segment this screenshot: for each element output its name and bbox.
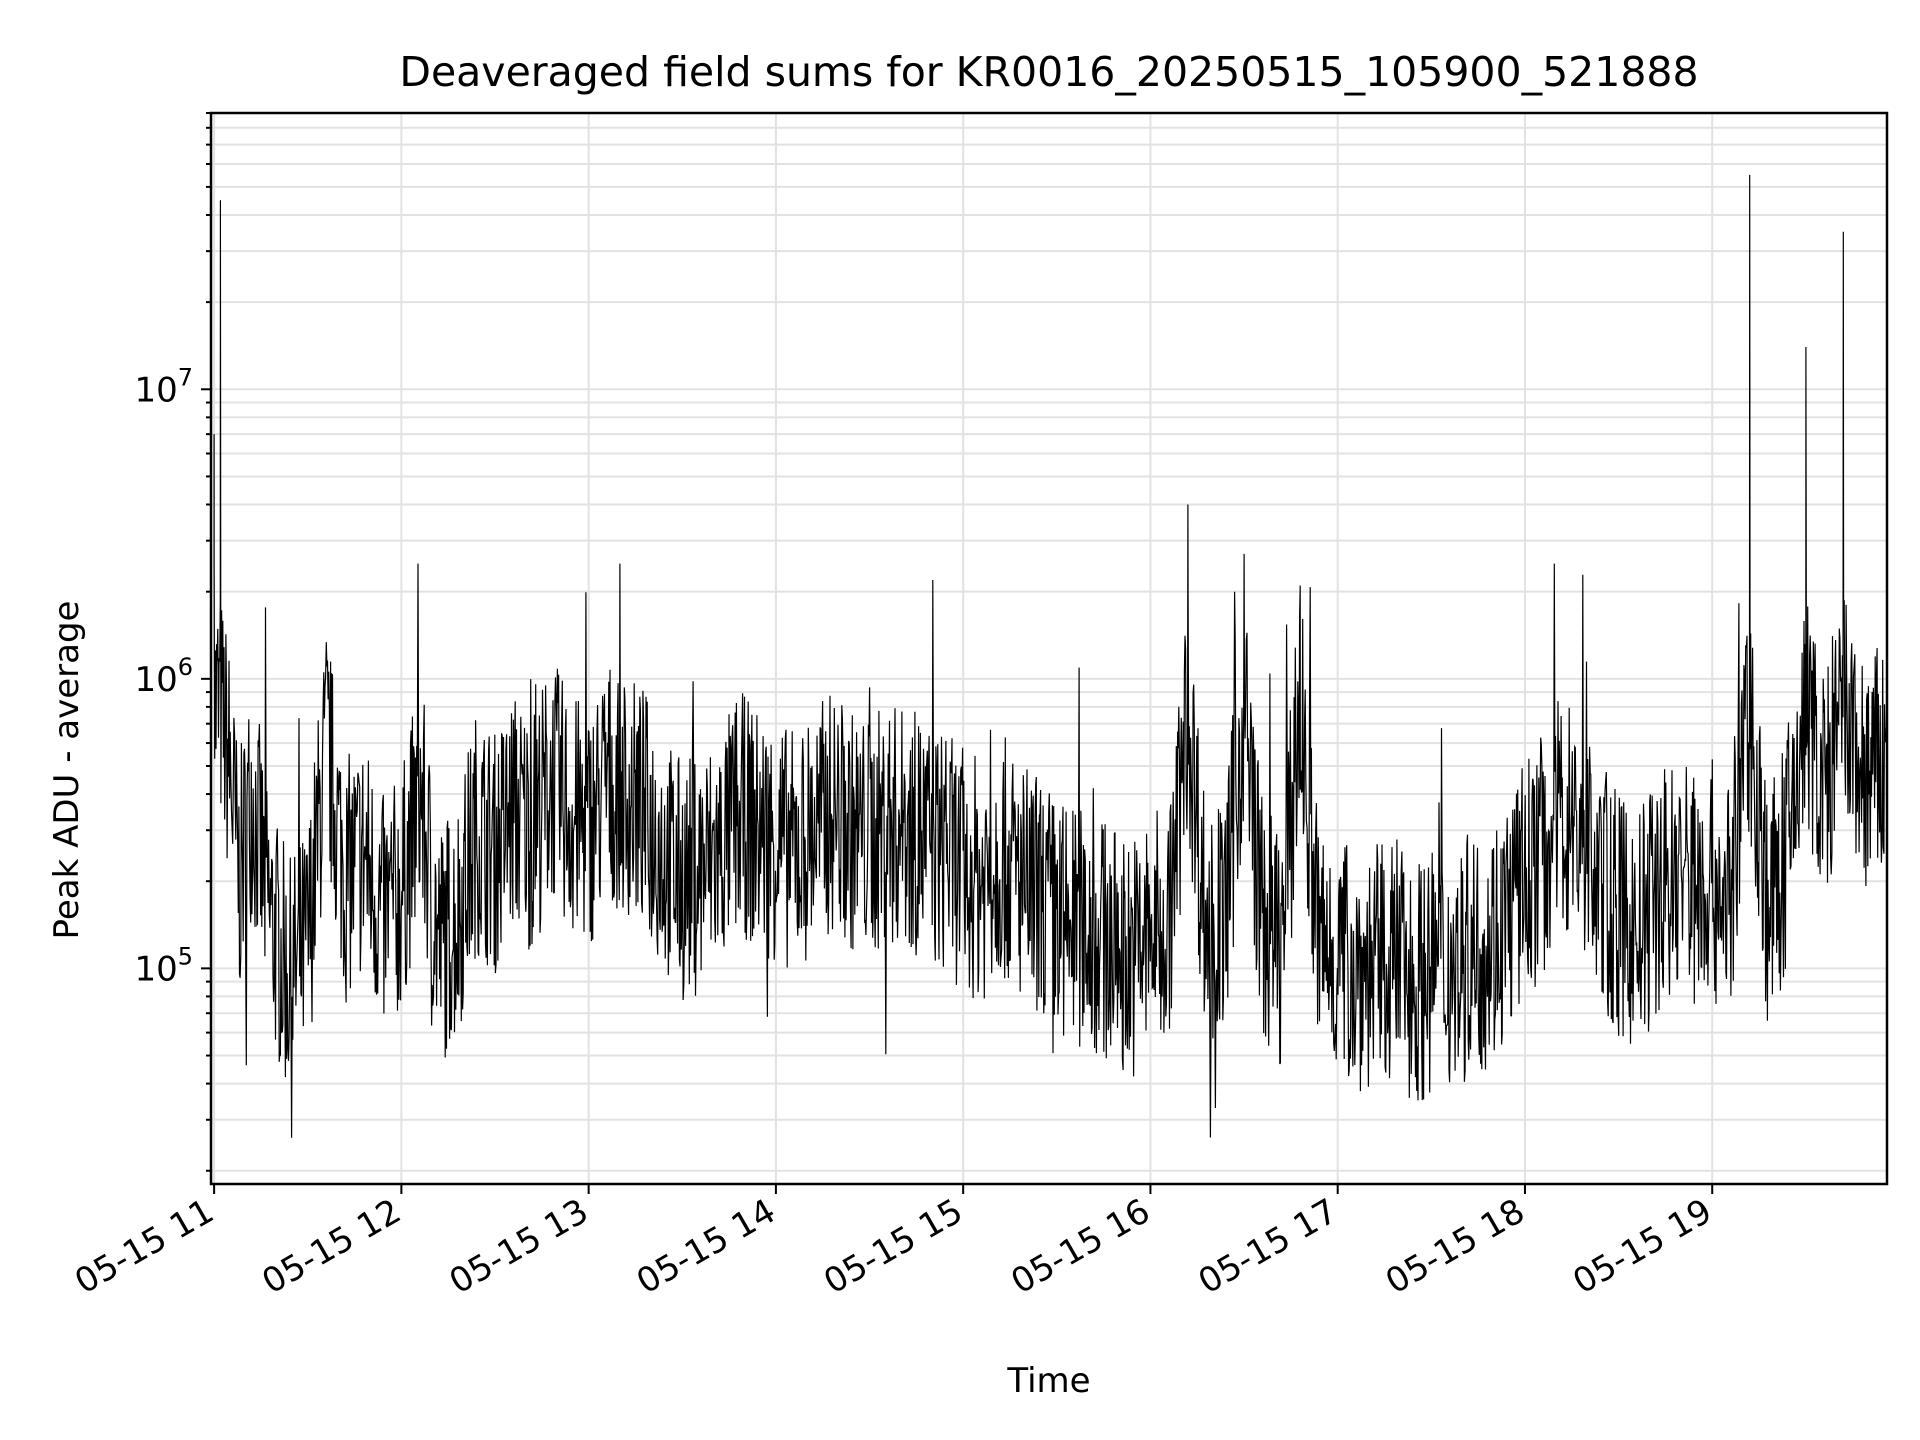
x-tick-label: 05-15 12 <box>255 1191 407 1302</box>
x-axis-label: Time <box>1006 1361 1090 1401</box>
chart-title: Deaveraged field sums for KR0016_2025051… <box>399 48 1698 96</box>
series-line <box>213 174 1888 1138</box>
grid <box>211 112 1887 1184</box>
x-tick-label: 05-15 16 <box>1005 1191 1157 1302</box>
x-tick-label: 05-15 17 <box>1192 1191 1344 1302</box>
y-tick-base: 10 <box>134 370 177 410</box>
x-axis-ticks: 05-15 11 05-15 12 05-15 13 05-15 14 05-15 15… <box>68 1184 1719 1302</box>
y-tick-exponent: 5 <box>178 942 193 970</box>
y-tick-label: 106 <box>134 653 193 700</box>
y-tick-label: 107 <box>134 363 193 410</box>
plot-frame <box>209 111 1889 1186</box>
y-tick-base: 10 <box>134 660 177 700</box>
x-tick-label: 05-15 19 <box>1566 1191 1718 1302</box>
y-tick-exponent: 6 <box>178 653 193 681</box>
y-tick-base: 10 <box>134 949 177 989</box>
x-tick-label: 05-15 18 <box>1379 1191 1531 1302</box>
x-tick-label: 05-15 13 <box>443 1191 595 1302</box>
y-axis-label: Peak ADU - average <box>47 601 87 940</box>
y-tick-exponent: 7 <box>178 363 193 391</box>
series-layer <box>213 174 1888 1138</box>
x-tick-label: 05-15 14 <box>630 1191 782 1302</box>
y-tick-label: 105 <box>134 942 193 989</box>
x-tick-label: 05-15 15 <box>817 1191 969 1302</box>
x-tick-label: 05-15 11 <box>68 1191 220 1302</box>
